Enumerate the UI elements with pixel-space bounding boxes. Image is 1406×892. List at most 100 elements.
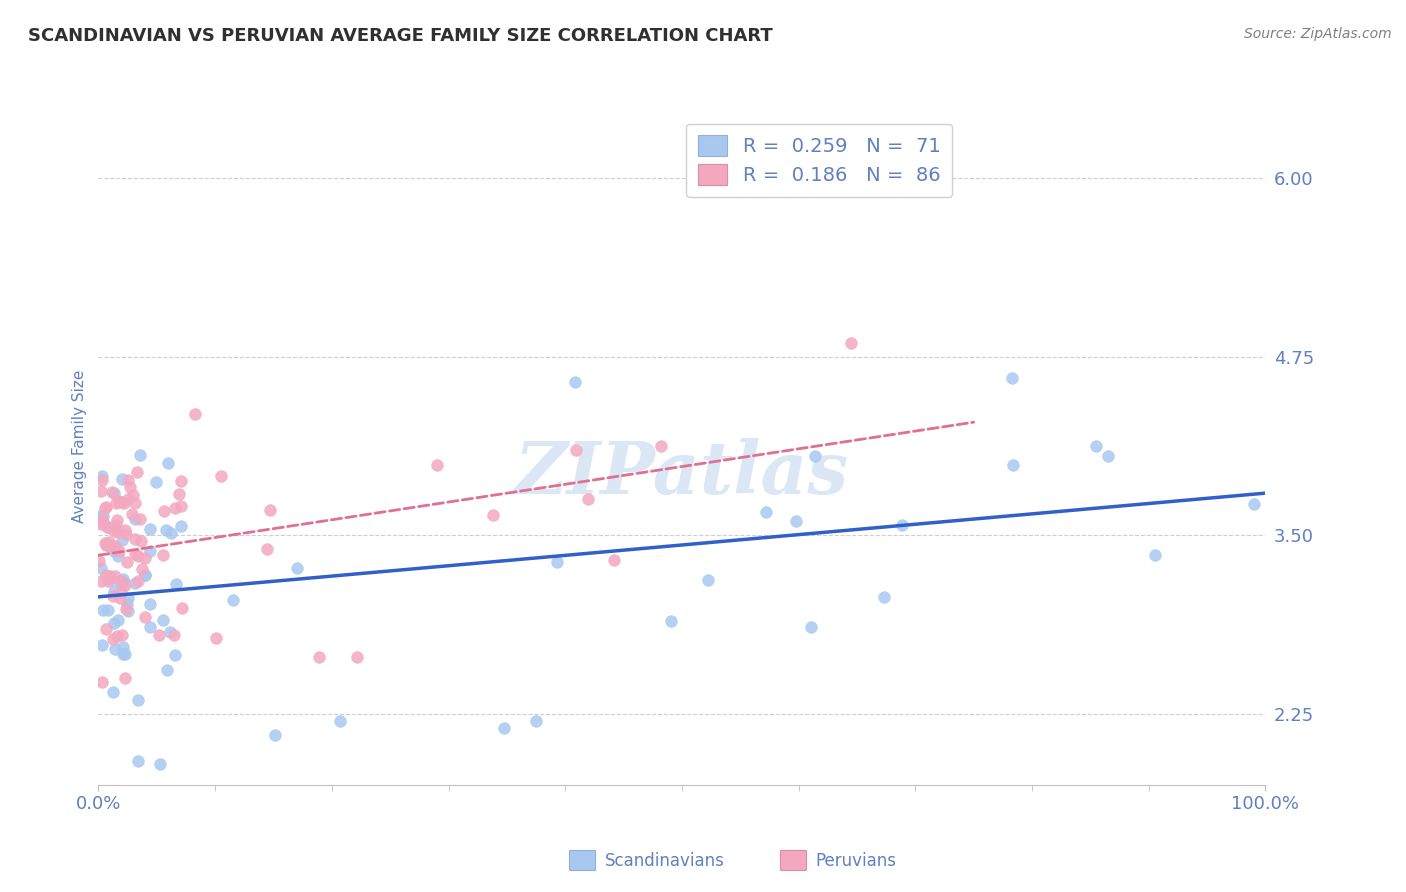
Point xyxy=(564,376,586,390)
Point xyxy=(115,555,138,569)
Point xyxy=(103,524,125,538)
Point xyxy=(124,512,146,526)
Point xyxy=(90,560,112,574)
Point xyxy=(90,574,112,588)
Point xyxy=(1085,439,1108,453)
Point xyxy=(124,533,146,547)
Point xyxy=(97,603,120,617)
Point xyxy=(90,469,112,483)
Point xyxy=(104,539,127,553)
Point xyxy=(100,539,122,553)
Point xyxy=(108,544,131,558)
Point xyxy=(839,335,862,350)
Point xyxy=(111,572,134,586)
Point xyxy=(111,472,134,486)
Point xyxy=(114,647,136,661)
Point xyxy=(90,484,112,499)
Point xyxy=(169,518,191,533)
Point xyxy=(148,628,170,642)
Point xyxy=(91,603,114,617)
Point xyxy=(104,568,127,582)
Point xyxy=(492,721,515,735)
Point xyxy=(170,499,193,513)
Point xyxy=(115,527,138,541)
FancyBboxPatch shape xyxy=(569,850,595,870)
Point xyxy=(96,538,118,552)
Point xyxy=(139,522,162,536)
Point xyxy=(96,622,118,636)
Point xyxy=(482,508,505,523)
Point xyxy=(152,548,174,562)
Text: ZIPatlas: ZIPatlas xyxy=(515,438,849,508)
Point xyxy=(546,555,568,569)
Point xyxy=(184,407,207,421)
Point xyxy=(155,523,177,537)
Point xyxy=(111,640,134,655)
Point xyxy=(117,604,139,618)
Point xyxy=(115,601,138,615)
Point xyxy=(564,442,586,457)
Point xyxy=(127,574,149,589)
Point xyxy=(134,567,156,582)
Point xyxy=(659,614,682,628)
Point xyxy=(121,507,143,521)
Point xyxy=(91,473,114,487)
Point xyxy=(308,649,330,664)
Point xyxy=(97,520,120,534)
Point xyxy=(134,610,156,624)
Point xyxy=(87,553,110,567)
Point xyxy=(129,449,152,463)
Point xyxy=(167,487,190,501)
Point xyxy=(891,518,914,533)
Point xyxy=(97,572,120,586)
Point xyxy=(103,583,125,598)
Point xyxy=(603,553,626,567)
Y-axis label: Average Family Size: Average Family Size xyxy=(72,369,87,523)
Point xyxy=(127,465,149,479)
Point xyxy=(152,613,174,627)
Point xyxy=(110,495,132,509)
Text: SCANDINAVIAN VS PERUVIAN AVERAGE FAMILY SIZE CORRELATION CHART: SCANDINAVIAN VS PERUVIAN AVERAGE FAMILY … xyxy=(28,27,773,45)
Point xyxy=(110,591,132,605)
Point xyxy=(263,728,285,742)
Point xyxy=(134,568,156,582)
Point xyxy=(105,513,128,527)
Point xyxy=(131,562,153,576)
Point xyxy=(122,488,145,502)
Point xyxy=(1243,497,1265,511)
Point xyxy=(117,492,139,507)
Point xyxy=(524,714,547,728)
Point xyxy=(170,475,193,489)
Point xyxy=(152,504,174,518)
Point xyxy=(103,544,125,558)
Point xyxy=(127,754,149,768)
Point xyxy=(124,495,146,509)
Point xyxy=(114,523,136,537)
Point xyxy=(90,517,112,532)
Point xyxy=(800,620,823,634)
Point xyxy=(117,591,139,606)
Point xyxy=(96,520,118,534)
Point xyxy=(90,639,112,653)
Point xyxy=(160,526,183,541)
Point xyxy=(107,525,129,540)
Point xyxy=(149,756,172,771)
Point xyxy=(105,496,128,510)
Point xyxy=(97,574,120,588)
FancyBboxPatch shape xyxy=(780,850,806,870)
Point xyxy=(104,520,127,534)
Point xyxy=(98,568,121,582)
Point xyxy=(96,567,118,582)
Point xyxy=(346,649,368,664)
Point xyxy=(139,597,162,611)
Point xyxy=(101,485,124,500)
Point xyxy=(94,538,117,552)
Point xyxy=(94,536,117,550)
Point xyxy=(804,449,827,463)
Point xyxy=(204,631,226,645)
Point xyxy=(426,458,449,473)
Point xyxy=(259,503,281,517)
Point xyxy=(222,593,245,607)
Point xyxy=(108,574,131,588)
Point xyxy=(103,615,125,630)
